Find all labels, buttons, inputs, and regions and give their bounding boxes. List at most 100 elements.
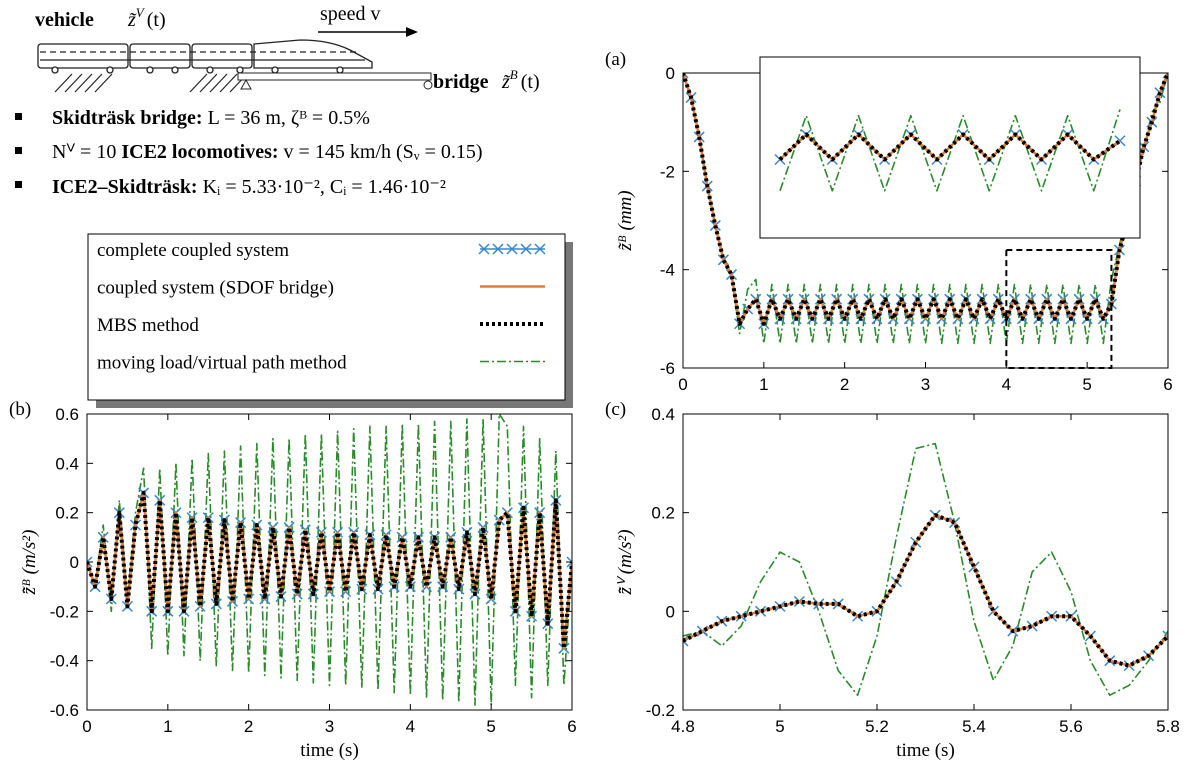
y-tick-label: -0.4 [50,652,79,671]
x-tick-label: 3 [325,717,334,736]
header: vehicle z̃V (t) speed v bridge z̃B (t) Ski… [15,3,540,198]
arrow-head [406,27,418,37]
y-tick-label: -6 [660,359,675,378]
bullet-detail: L = 36 m, ζᴮ = 0.5% [208,107,370,129]
legend-marker [478,243,490,255]
series-line [683,73,1168,345]
x-tick-label: 5.6 [1059,717,1083,736]
y-tick-label: -2 [660,162,675,181]
vehicle-variable: z̃V (t) [127,5,166,31]
y-tick-label: 0.4 [55,454,79,473]
legend-label: complete coupled system [97,240,289,261]
bullet-label: ICE2–Skidträsk: [52,176,198,198]
x-tick-label: 2 [840,375,849,394]
x-tick-label: 5 [486,717,495,736]
y-tick-label: 0 [666,64,675,83]
bullet-text: Nⱽ = 10 ICE2 locomotives: v = 145 km/h (… [52,141,483,163]
plot-area [683,442,1168,696]
vehicle-label: vehicle [35,9,94,31]
series-line [683,73,1168,326]
y-axis-label: z̃̈ᴮ (m/s²) [19,530,40,596]
series-line [683,513,1168,668]
legend-label: MBS method [97,315,199,336]
symbol: z̃ [127,9,137,31]
y-tick-label: -0.2 [50,602,79,621]
y-tick-label: 0.6 [55,405,79,424]
x-tick-label: 4.8 [671,717,695,736]
bullet-label: Skidträsk bridge: [52,107,203,129]
legend-marker [506,243,518,255]
x-tick-label: 5 [1082,375,1091,394]
series-line [87,490,572,651]
x-tick-label: 5 [775,717,784,736]
y-tick-label: -4 [660,261,675,280]
bullet [15,147,22,154]
speed-label: speed v [320,3,381,25]
legend-label: moving load/virtual path method [97,353,347,374]
y-tick-label: 0.4 [651,405,675,424]
y-tick-label: 0.2 [651,504,675,523]
train [37,39,373,74]
x-tick-label: 1 [163,717,172,736]
x-tick-label: 6 [1163,375,1172,394]
series-line [87,414,572,706]
bridge-variable: z̃B (t) [501,67,540,93]
bridge-label: bridge [433,71,489,93]
x-tick-label: 5.2 [865,717,889,736]
legend-marker [492,243,504,255]
panel-label: (a) [605,49,626,70]
y-axis-label: z̃ᴮ (mm) [615,190,636,251]
series-line [683,442,1168,696]
axes-box [86,413,573,711]
bullet-prefix: Nⱽ = 10 [52,141,116,163]
marker [566,556,572,568]
bullet-detail: Kᵢ = 5.33·10⁻², Cᵢ = 1.46·10⁻² [203,176,446,198]
springs [54,73,248,93]
x-tick-label: 6 [567,717,576,736]
superscript: V [136,5,146,20]
plot-area [87,414,572,706]
bullet-label: ICE2 locomotives: [121,141,278,163]
bullet-detail: v = 145 km/h (Sᵥ = 0.15) [284,141,483,163]
x-tick-label: 5.8 [1156,717,1180,736]
y-tick-label: 0.2 [55,504,79,523]
bullet [15,113,22,120]
legend-label: coupled system (SDOF bridge) [97,278,334,299]
support [240,78,252,90]
bullet [15,181,22,188]
legend-box [87,233,566,401]
argument: (t) [147,9,166,31]
series-line [779,109,1121,192]
marker [683,635,689,647]
panel-label: (b) [9,399,31,420]
y-tick-label: 0 [70,553,79,572]
support [423,80,433,90]
series-line [683,513,1168,667]
y-tick-label: -0.2 [646,701,675,720]
x-tick-label: 0 [678,375,687,394]
panel-label: (c) [605,399,626,420]
x-tick-label: 5.4 [962,717,986,736]
x-tick-label: 4 [1002,375,1011,394]
argument: (t) [521,71,540,93]
symbol: z̃ [501,71,511,93]
x-tick-label: 4 [406,717,415,736]
x-axis-label: time (s) [896,740,955,761]
x-tick-label: 3 [921,375,930,394]
marker [87,556,93,568]
x-tick-label: 2 [244,717,253,736]
y-tick-label: -0.6 [50,701,79,720]
superscript: B [510,67,518,82]
series-line [778,132,1122,162]
axes-box [682,413,1169,711]
legend-marker [520,243,532,255]
bridge-deck [237,72,432,81]
y-tick-label: 0 [666,602,675,621]
zoom-box [1005,249,1113,369]
bullet-text: Skidträsk bridge: L = 36 m, ζᴮ = 0.5% [52,107,370,129]
x-tick-label: 0 [82,717,91,736]
y-axis-label: z̃̈ⱽ (m/s²) [615,529,636,595]
marker [683,73,689,79]
legend-marker [534,243,546,255]
